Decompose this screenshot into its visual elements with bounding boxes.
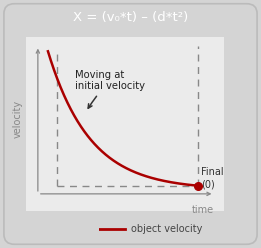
Text: Moving at
initial velocity: Moving at initial velocity <box>75 70 145 108</box>
Text: object velocity: object velocity <box>131 224 202 234</box>
Text: velocity: velocity <box>13 100 23 138</box>
Text: time: time <box>192 205 214 215</box>
Text: Final
(0): Final (0) <box>201 167 224 190</box>
Text: X = (v₀*t) – (d*t²): X = (v₀*t) – (d*t²) <box>73 11 188 24</box>
